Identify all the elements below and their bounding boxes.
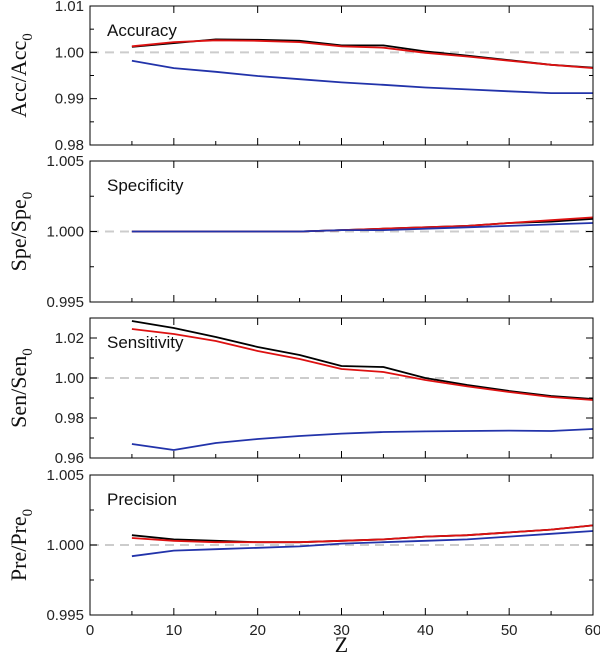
y-tick-label: 1.005: [46, 153, 84, 170]
panel-sensitivity: 0.96 0.98 1.00 1.02 Sensitivity Sen/Sen0: [6, 317, 594, 467]
x-tick-label: 0: [86, 622, 94, 639]
x-tick-label: 20: [249, 622, 266, 639]
y-tick-label: 1.00: [55, 44, 84, 61]
series-line-black: [131, 38, 594, 69]
series-line-red: [131, 524, 594, 544]
y-tick-label: 0.98: [55, 410, 84, 427]
series-line-red: [131, 39, 594, 69]
panel-title: Sensitivity: [107, 333, 184, 352]
y-tick-label: 0.98: [55, 137, 84, 154]
y-axis-title-main: Acc/Acc: [6, 41, 31, 118]
y-axis-title-main: Spe/Spe: [6, 199, 31, 271]
x-axis-title: Z: [335, 632, 348, 656]
y-axis-title: Sen/Sen0: [6, 348, 36, 428]
series-line-blue: [131, 59, 593, 94]
y-tick-label: 0.995: [46, 294, 84, 311]
y-axis-title-subscript: 0: [20, 348, 36, 356]
y-tick-label: 1.000: [46, 537, 84, 554]
panel-title: Specificity: [107, 176, 184, 195]
y-tick-label: 0.96: [55, 450, 84, 467]
y-tick-label: 1.005: [46, 467, 84, 484]
panel-accuracy: 0.98 0.99 1.00 1.01 Accuracy Acc/Acc0: [6, 0, 594, 154]
y-tick-label: 1.01: [55, 0, 84, 15]
y-axis-title-subscript: 0: [20, 509, 36, 517]
panel-precision: 0.995 1.000 1.005 Precision Pre/Pre0: [6, 467, 594, 624]
series-line-blue: [131, 222, 594, 233]
panel-specificity: 0.995 1.000 1.005 Specificity Spe/Spe0: [6, 153, 594, 311]
y-axis-title: Acc/Acc0: [6, 33, 36, 117]
y-tick-label: 1.000: [46, 224, 84, 241]
y-axis-title-main: Pre/Pre: [6, 516, 31, 581]
x-tick-label: 60: [585, 622, 600, 639]
y-axis-title: Pre/Pre0: [6, 509, 36, 581]
y-axis-title-subscript: 0: [20, 33, 36, 41]
series-line-blue: [131, 530, 594, 558]
y-tick-label: 0.995: [46, 607, 84, 624]
panel-title: Accuracy: [107, 21, 177, 40]
series-line-blue: [131, 428, 594, 451]
x-tick-label: 50: [501, 622, 518, 639]
panel-title: Precision: [107, 490, 177, 509]
y-axis-title-main: Sen/Sen: [6, 356, 31, 428]
y-axis-title-subscript: 0: [20, 192, 36, 200]
x-tick-label: 10: [165, 622, 182, 639]
series-line-red: [131, 328, 594, 401]
series-line-black: [131, 320, 594, 400]
y-tick-label: 1.00: [55, 370, 84, 387]
y-tick-label: 0.99: [55, 91, 84, 108]
x-tick-label: 30: [333, 622, 350, 639]
y-axis-title: Spe/Spe0: [6, 192, 36, 272]
y-tick-label: 1.02: [55, 330, 84, 347]
x-tick-label: 40: [417, 622, 434, 639]
